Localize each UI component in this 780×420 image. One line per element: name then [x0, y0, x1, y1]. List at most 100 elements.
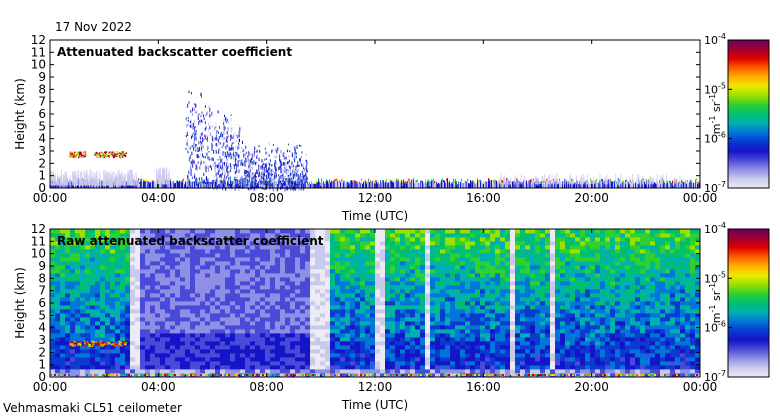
- precipitation-point: [244, 157, 246, 161]
- raw-cell: [195, 341, 201, 346]
- raw-cell: [160, 249, 166, 254]
- raw-cell: [235, 269, 241, 274]
- raw-cell: [195, 349, 201, 354]
- precipitation-point: [194, 103, 196, 105]
- raw-cell: [320, 269, 326, 274]
- surface-layer-aerosol: [356, 181, 358, 184]
- raw-cell: [290, 261, 296, 266]
- surface-layer-aerosol: [392, 179, 394, 182]
- raw-cell: [220, 361, 226, 366]
- raw-cell: [170, 241, 176, 246]
- surface-layer-column: [98, 183, 100, 188]
- surface-layer-column: [175, 183, 177, 188]
- surface-layer-column: [193, 183, 195, 188]
- raw-cell: [270, 273, 276, 278]
- surface-layer-column: [206, 180, 208, 188]
- raw-cell: [205, 313, 211, 318]
- raw-cell: [250, 257, 256, 262]
- raw-cell: [65, 309, 71, 314]
- surface-layer-aerosol: [413, 178, 415, 181]
- precipitation-point: [238, 124, 240, 127]
- surface-layer-column: [576, 181, 578, 188]
- raw-cell: [115, 269, 121, 274]
- precipitation-point: [267, 182, 269, 186]
- raw-cell: [90, 265, 96, 270]
- raw-cell: [295, 373, 301, 378]
- surface-layer-aerosol: [361, 178, 363, 181]
- raw-cell: [300, 325, 306, 330]
- precipitation-point: [263, 162, 265, 165]
- raw-cell: [125, 285, 131, 290]
- raw-cell: [65, 321, 71, 326]
- raw-cell: [75, 289, 81, 294]
- raw-cell: [155, 257, 161, 262]
- raw-cell: [225, 245, 231, 250]
- raw-cell: [205, 361, 211, 366]
- cloud-point: [79, 152, 82, 154]
- raw-cell: [85, 265, 91, 270]
- raw-cell: [100, 273, 106, 278]
- raw-cell: [70, 253, 76, 258]
- raw-cell: [55, 361, 61, 366]
- raw-cell: [155, 361, 161, 366]
- surface-layer-column: [686, 183, 688, 188]
- raw-cell: [335, 257, 341, 262]
- raw-cell: [235, 353, 241, 358]
- raw-cell: [230, 309, 236, 314]
- raw-cell: [260, 369, 266, 374]
- surface-layer-column: [181, 182, 183, 188]
- raw-cell: [95, 281, 101, 286]
- surface-layer-aerosol: [631, 181, 633, 184]
- raw-cell: [140, 309, 146, 314]
- raw-cell: [335, 361, 341, 366]
- raw-cell: [100, 249, 106, 254]
- raw-cell: [165, 373, 171, 378]
- surface-layer-aerosol: [635, 181, 637, 184]
- surface-layer-aerosol: [365, 179, 367, 182]
- raw-cell: [200, 301, 206, 306]
- raw-cell: [170, 249, 176, 254]
- raw-cell: [80, 361, 86, 366]
- raw-cell: [180, 329, 186, 334]
- raw-cell: [215, 345, 221, 350]
- precipitation-point: [281, 168, 283, 173]
- mist-column: [107, 175, 109, 186]
- surface-layer-column: [522, 182, 524, 188]
- raw-cell: [340, 297, 346, 302]
- precipitation-point: [225, 121, 227, 124]
- raw-cell: [115, 261, 121, 266]
- precipitation-point: [263, 168, 265, 171]
- raw-cell: [265, 313, 271, 318]
- raw-cell: [305, 277, 311, 282]
- surface-layer-column: [508, 180, 510, 188]
- raw-cell: [230, 245, 236, 250]
- raw-cell: [330, 365, 336, 370]
- surface-layer-column: [289, 180, 291, 188]
- precipitation-point: [253, 187, 255, 192]
- precipitation-point: [267, 181, 269, 184]
- raw-cell: [330, 345, 336, 350]
- raw-cell: [200, 273, 206, 278]
- precipitation-point: [227, 150, 229, 153]
- precipitation-point: [232, 181, 234, 185]
- raw-cell: [140, 353, 146, 358]
- raw-cell: [85, 337, 91, 342]
- raw-cell: [105, 293, 111, 298]
- precipitation-point: [249, 159, 251, 162]
- mist-column: [77, 183, 79, 186]
- raw-backscatter-field: [50, 229, 701, 378]
- surface-layer-aerosol: [341, 179, 343, 182]
- raw-cell: [300, 345, 306, 350]
- raw-cell: [105, 313, 111, 318]
- raw-cell: [95, 309, 101, 314]
- precipitation-point: [222, 151, 224, 154]
- surface-layer-column: [341, 181, 343, 188]
- precipitation-point: [209, 158, 211, 161]
- raw-cell: [230, 285, 236, 290]
- raw-cell: [165, 245, 171, 250]
- cloud-point: [97, 154, 99, 156]
- precipitation-point: [292, 169, 294, 172]
- raw-cell: [55, 357, 61, 362]
- surface-layer-aerosol: [559, 178, 561, 181]
- raw-cell: [250, 273, 256, 278]
